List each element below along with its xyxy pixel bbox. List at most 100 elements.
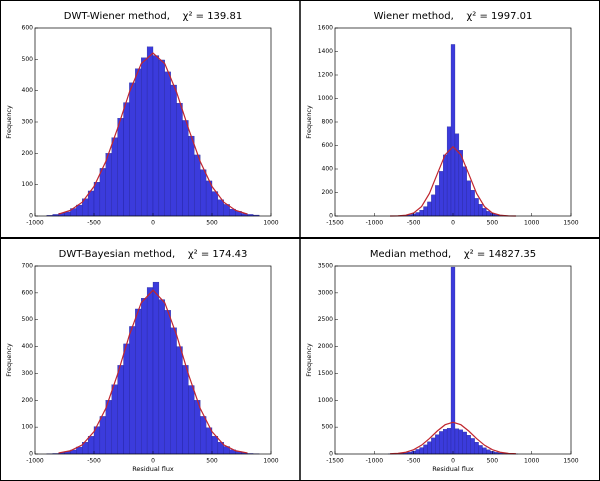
chart-title: Wiener method, χ² = 1997.01	[374, 11, 533, 22]
bar	[170, 84, 177, 217]
x-tick-label: -500	[87, 458, 101, 465]
chart-title: DWT-Wiener method, χ² = 139.81	[64, 11, 242, 22]
bar	[188, 135, 195, 217]
y-tick-label: 400	[322, 166, 334, 173]
x-tick-label: 0	[451, 220, 455, 227]
bar	[443, 429, 448, 455]
bar	[443, 154, 448, 217]
bar	[170, 327, 177, 455]
bar	[111, 384, 118, 455]
x-tick-label: 1000	[263, 220, 278, 227]
x-tick-label: 1500	[563, 458, 578, 465]
bar	[419, 209, 424, 217]
bar	[87, 436, 95, 455]
x-axis-label: Residual flux	[132, 465, 174, 473]
y-tick-label: 100	[22, 181, 34, 188]
bar	[474, 442, 479, 455]
bar	[482, 208, 487, 217]
y-tick-label: 0	[329, 451, 333, 458]
bar	[129, 82, 136, 217]
y-tick-label: 1000	[318, 95, 333, 102]
bar	[123, 343, 130, 455]
x-tick-label: -1000	[366, 458, 384, 465]
y-tick-label: 1500	[318, 370, 333, 377]
bar	[462, 166, 467, 217]
bar	[194, 400, 201, 455]
bar	[182, 365, 189, 455]
bar	[435, 185, 440, 217]
y-axis-label: Frequency	[305, 105, 313, 139]
bar	[211, 436, 219, 455]
x-tick-label: 500	[487, 220, 499, 227]
y-axis-label: Frequency	[305, 343, 313, 377]
fit-curve	[390, 421, 516, 455]
bar	[478, 445, 483, 455]
y-tick-label: 400	[22, 87, 34, 94]
bar	[427, 441, 432, 455]
bar	[93, 182, 101, 217]
bar	[486, 449, 491, 455]
x-tick-label: 0	[151, 220, 155, 227]
bar	[486, 211, 491, 217]
bar	[450, 44, 456, 217]
bar	[152, 281, 160, 455]
chart-title: Median method, χ² = 14827.35	[370, 249, 536, 260]
bar	[466, 180, 471, 217]
bar	[415, 449, 420, 455]
bar	[450, 266, 456, 455]
bar	[158, 299, 165, 455]
bar	[164, 71, 171, 217]
bar	[129, 326, 136, 455]
x-tick-label: -1500	[326, 458, 344, 465]
y-tick-label: 500	[22, 56, 34, 63]
x-tick-label: -1000	[26, 220, 44, 227]
x-tick-label: -1000	[26, 458, 44, 465]
y-tick-label: 1200	[318, 72, 333, 79]
y-tick-label: 100	[22, 424, 34, 431]
y-tick-label: 0	[29, 213, 33, 220]
bar	[87, 190, 95, 217]
x-tick-label: 1000	[263, 458, 278, 465]
y-tick-label: 0	[329, 213, 333, 220]
x-tick-label: 1000	[524, 220, 539, 227]
bar	[211, 191, 219, 217]
y-tick-label: 300	[22, 119, 34, 126]
bar	[431, 437, 436, 455]
bar	[205, 180, 213, 217]
y-tick-label: 600	[22, 289, 34, 296]
bar	[99, 416, 106, 455]
y-tick-label: 600	[22, 25, 34, 32]
bar	[164, 310, 171, 455]
bar	[76, 446, 83, 455]
bar	[117, 118, 124, 217]
y-tick-label: 3500	[318, 263, 333, 270]
bar	[176, 346, 183, 455]
x-tick-label: -1000	[366, 220, 384, 227]
bar	[439, 431, 444, 455]
bar	[182, 120, 189, 217]
bar	[446, 428, 452, 455]
x-tick-label: 500	[206, 458, 218, 465]
bar	[423, 444, 428, 455]
bar	[478, 204, 483, 217]
y-tick-label: 800	[322, 119, 334, 126]
fit-curve	[390, 145, 516, 217]
y-tick-label: 2000	[318, 343, 333, 350]
x-tick-label: -500	[407, 220, 421, 227]
bar	[470, 438, 475, 455]
bar	[146, 46, 154, 217]
y-tick-label: 0	[29, 451, 33, 458]
x-tick-label: 0	[451, 458, 455, 465]
bar	[462, 431, 467, 455]
y-tick-label: 1400	[318, 48, 333, 55]
bar	[431, 194, 436, 217]
y-tick-label: 200	[22, 397, 34, 404]
bar	[446, 126, 452, 217]
chart-title: DWT-Bayesian method, χ² = 174.43	[59, 249, 248, 260]
y-tick-label: 300	[22, 370, 34, 377]
bar	[423, 206, 428, 217]
bar	[76, 204, 83, 217]
bar	[454, 428, 460, 455]
bar	[482, 447, 487, 455]
